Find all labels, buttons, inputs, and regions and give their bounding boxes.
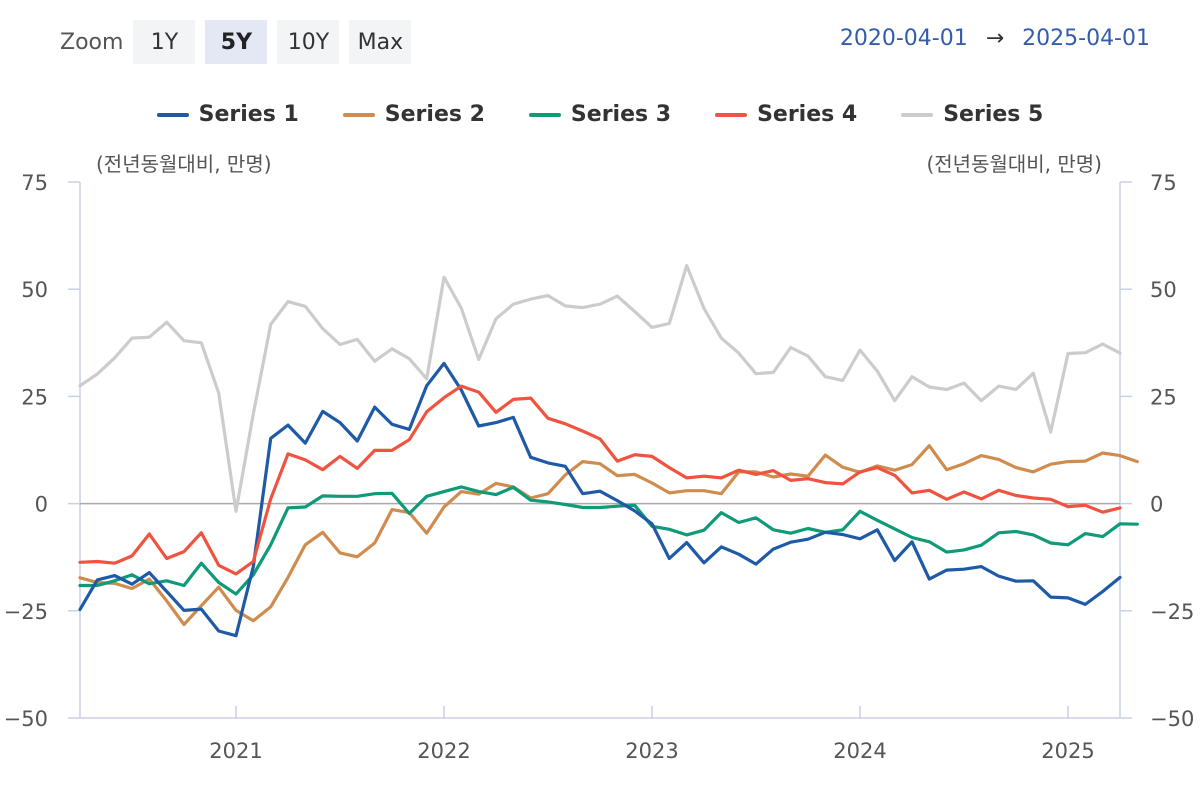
legend-swatch — [156, 112, 189, 117]
range-from[interactable]: 2020-04-01 — [839, 26, 968, 51]
y-tick-label-right: 50 — [1150, 278, 1177, 302]
x-tick-label: 2023 — [625, 739, 678, 763]
date-range: 2020-04-01 → 2025-04-01 — [840, 26, 1150, 51]
y-tick-label-right: −25 — [1150, 600, 1194, 624]
series-line-3 — [78, 485, 1139, 596]
x-tick-label: 2021 — [209, 739, 262, 763]
y-tick-label-left: 50 — [21, 278, 48, 302]
legend-label: Series 5 — [943, 102, 1044, 127]
legend-item-series-5[interactable]: Series 5 — [901, 102, 1043, 127]
legend-item-series-3[interactable]: Series 3 — [528, 102, 672, 127]
legend-label: Series 4 — [757, 102, 858, 127]
range-to[interactable]: 2025-04-01 — [1022, 26, 1150, 51]
y-tick-label-right: 25 — [1150, 385, 1177, 409]
series-line-2 — [78, 444, 1139, 627]
y-tick-label-left: 75 — [21, 171, 48, 195]
series-line-5 — [78, 264, 1122, 513]
legend-swatch — [342, 112, 375, 117]
x-tick-label: 2025 — [1041, 739, 1094, 763]
series-line-1 — [78, 361, 1122, 638]
y-tick-label-left: −25 — [4, 600, 48, 624]
legend-label: Series 2 — [384, 102, 485, 127]
left-axis-unit: (전년동월대비, 만명) — [96, 152, 272, 176]
legend-swatch — [528, 112, 561, 117]
right-axis-unit: (전년동월대비, 만명) — [926, 152, 1102, 176]
legend-label: Series 3 — [570, 102, 672, 127]
zoom-max-button[interactable]: Max — [349, 20, 412, 64]
range-arrow-icon: → — [985, 26, 1005, 51]
y-tick-label-right: 0 — [1150, 493, 1163, 517]
zoom-5y-button[interactable]: 5Y — [205, 20, 268, 64]
legend-swatch — [715, 112, 748, 117]
x-tick-label: 2022 — [417, 739, 470, 763]
zoom-toolbar: Zoom 1Y 5Y 10Y Max — [60, 20, 421, 64]
y-tick-label-right: 75 — [1150, 171, 1177, 195]
legend-swatch — [901, 112, 934, 117]
y-tick-label-right: −50 — [1150, 707, 1194, 731]
legend-item-series-1[interactable]: Series 1 — [156, 102, 299, 127]
zoom-10y-button[interactable]: 10Y — [277, 20, 340, 64]
legend-item-series-4[interactable]: Series 4 — [715, 102, 857, 127]
zoom-label: Zoom — [60, 29, 124, 55]
legend-label: Series 1 — [198, 102, 299, 127]
y-tick-label-left: 25 — [21, 385, 48, 409]
y-tick-label-left: −50 — [4, 707, 48, 731]
legend-item-series-2[interactable]: Series 2 — [342, 102, 485, 127]
y-tick-label-left: 0 — [35, 493, 48, 517]
zoom-1y-button[interactable]: 1Y — [133, 20, 196, 64]
series-line-4 — [78, 384, 1122, 576]
legend: Series 1 Series 2 Series 3 Series 4 Seri… — [0, 102, 1200, 127]
x-tick-label: 2024 — [833, 739, 886, 763]
